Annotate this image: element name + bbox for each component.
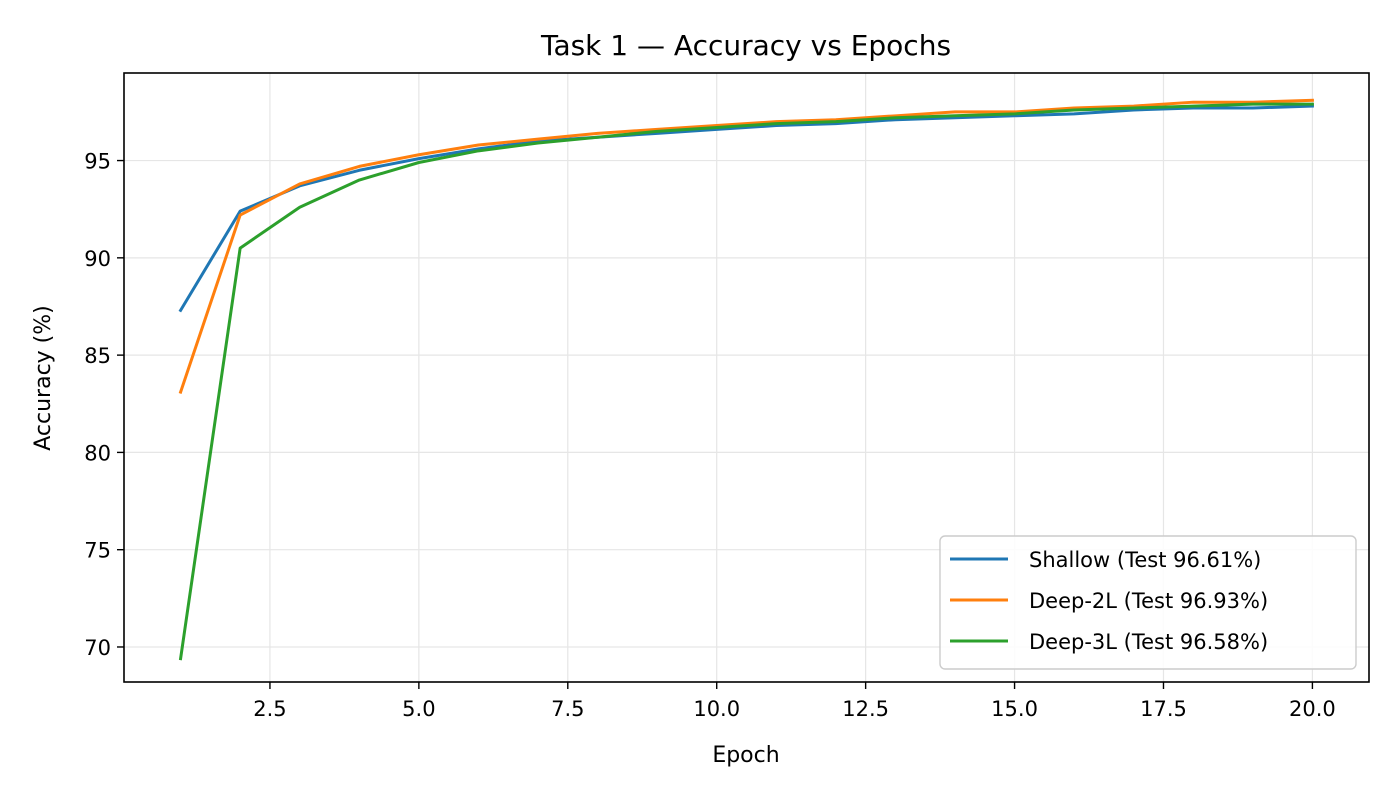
x-tick-label: 2.5 (253, 697, 286, 721)
series-line-1 (178, 98, 1314, 394)
x-tick-label: 5.0 (402, 697, 435, 721)
legend-label-2: Deep-3L (Test 96.58%) (1029, 630, 1268, 654)
y-tick-label: 80 (84, 441, 111, 465)
legend-box (939, 535, 1357, 670)
y-tick-label: 95 (84, 150, 111, 174)
x-tick-label: 17.5 (1140, 697, 1187, 721)
y-tick-label: 90 (84, 247, 111, 271)
series-line-0 (178, 104, 1314, 313)
x-axis-label: Epoch (712, 743, 779, 768)
y-tick-label: 70 (84, 636, 111, 660)
legend-label-0: Shallow (Test 96.61%) (1029, 548, 1261, 572)
y-axis-label: Accuracy (%) (31, 305, 56, 451)
x-tick-label: 20.0 (1289, 697, 1336, 721)
y-axis-ticks: 70 75 80 85 90 95 (84, 150, 124, 660)
plot-frame (123, 72, 1370, 683)
x-tick-label: 15.0 (991, 697, 1038, 721)
series-line-2 (178, 102, 1314, 661)
chart-title: Task 1 — Accuracy vs Epochs (540, 29, 951, 62)
y-tick-label: 75 (84, 539, 111, 563)
x-tick-label: 7.5 (551, 697, 584, 721)
legend-label-1: Deep-2L (Test 96.93%) (1029, 589, 1268, 613)
series-lines (178, 98, 1314, 661)
x-tick-label: 10.0 (693, 697, 740, 721)
y-tick-label: 85 (84, 344, 111, 368)
x-axis-ticks: 2.5 5.0 7.5 10.0 12.5 15.0 17.5 20.0 (253, 682, 1336, 721)
x-tick-label: 12.5 (842, 697, 889, 721)
legend: Shallow (Test 96.61%) Deep-2L (Test 96.93… (939, 535, 1357, 670)
